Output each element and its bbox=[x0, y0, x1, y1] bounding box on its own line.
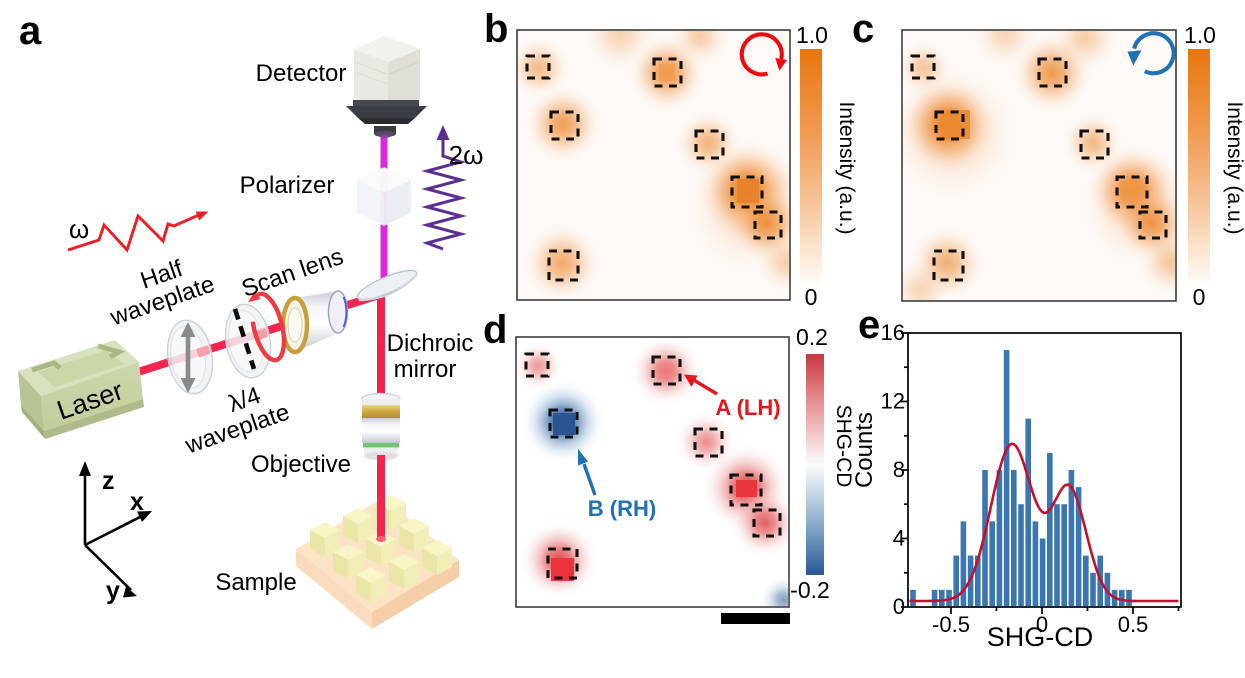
svg-text:Dichroic: Dichroic bbox=[387, 330, 474, 357]
svg-text:0: 0 bbox=[805, 284, 818, 310]
svg-text:0.2: 0.2 bbox=[796, 324, 828, 350]
svg-text:Detector: Detector bbox=[256, 60, 347, 87]
svg-text:x: x bbox=[130, 488, 144, 516]
svg-text:e: e bbox=[858, 303, 880, 347]
svg-text:8: 8 bbox=[893, 457, 905, 482]
svg-text:0: 0 bbox=[1193, 284, 1206, 310]
svg-text:SHG-CD: SHG-CD bbox=[832, 405, 855, 488]
svg-text:c: c bbox=[852, 7, 874, 51]
svg-text:mirror: mirror bbox=[394, 356, 457, 383]
svg-text:0.5: 0.5 bbox=[1118, 612, 1149, 637]
svg-text:0: 0 bbox=[1036, 612, 1048, 637]
svg-text:Intensity (a.u.): Intensity (a.u.) bbox=[835, 101, 858, 234]
svg-text:SHG-CD: SHG-CD bbox=[987, 622, 1094, 652]
svg-text:0: 0 bbox=[893, 594, 905, 619]
svg-text:Counts: Counts bbox=[851, 412, 878, 488]
svg-text:2ω: 2ω bbox=[449, 140, 484, 170]
svg-text:z: z bbox=[102, 467, 115, 495]
svg-text:Intensity (a.u.): Intensity (a.u.) bbox=[1223, 101, 1245, 234]
svg-text:-0.5: -0.5 bbox=[932, 612, 970, 637]
svg-text:a: a bbox=[19, 9, 42, 53]
svg-text:Sample: Sample bbox=[215, 569, 296, 596]
svg-text:B (RH): B (RH) bbox=[588, 496, 656, 521]
svg-text:1.0: 1.0 bbox=[796, 22, 828, 48]
svg-text:Polarizer: Polarizer bbox=[240, 172, 335, 199]
svg-text:A (LH): A (LH) bbox=[715, 395, 780, 420]
svg-text:1.0: 1.0 bbox=[1184, 22, 1216, 48]
svg-text:y: y bbox=[106, 577, 120, 605]
svg-text:b: b bbox=[484, 7, 508, 51]
svg-text:d: d bbox=[483, 308, 507, 352]
svg-text:-0.2: -0.2 bbox=[790, 577, 830, 603]
svg-text:4: 4 bbox=[893, 526, 905, 551]
svg-text:16: 16 bbox=[881, 320, 905, 345]
svg-text:12: 12 bbox=[881, 389, 905, 414]
svg-text:ω: ω bbox=[69, 214, 89, 244]
svg-text:Objective: Objective bbox=[251, 451, 351, 478]
